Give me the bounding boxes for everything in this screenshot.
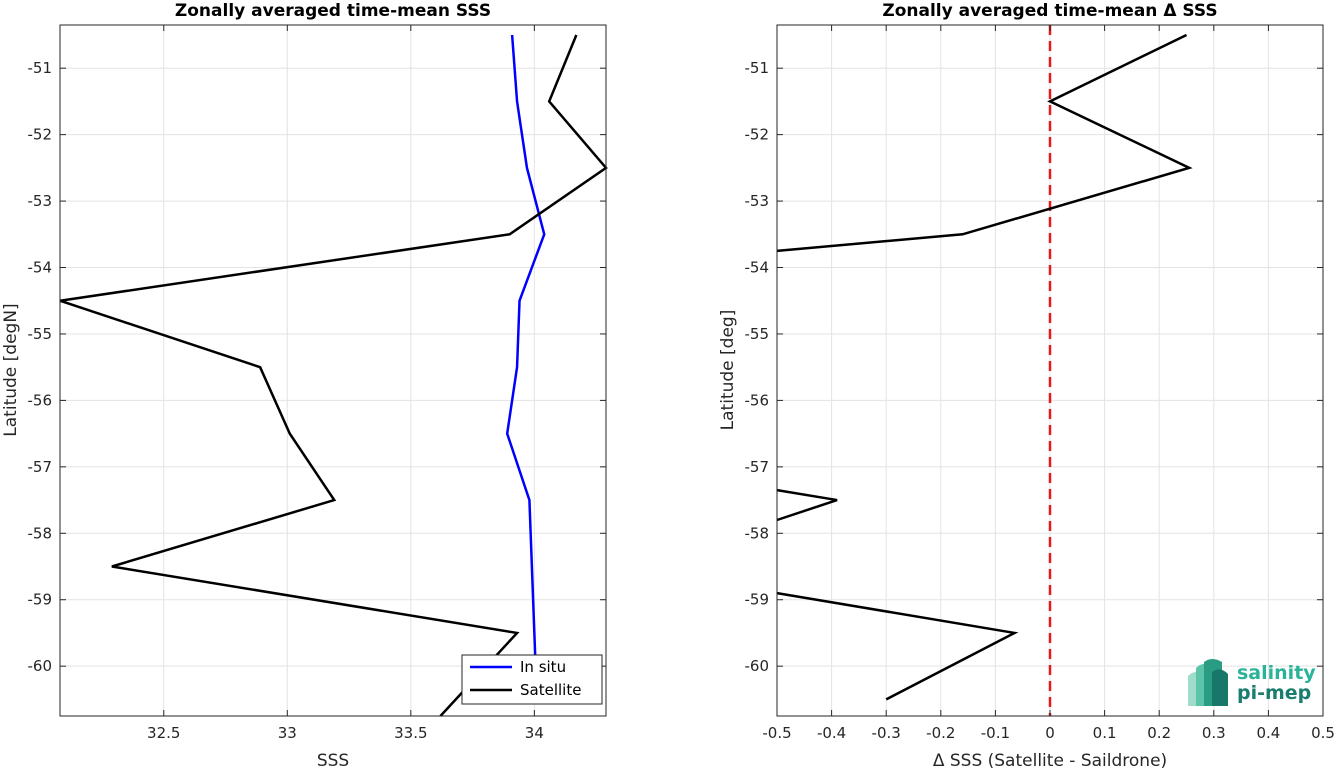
logo-waves-icon <box>1188 659 1228 706</box>
sss-ytick-label: -56 <box>28 391 53 409</box>
sss-ytick-label: -55 <box>28 325 53 343</box>
salinity-pi-mep-logo: salinity pi-mep <box>1188 659 1316 706</box>
sss-ytick-label: -60 <box>28 657 53 675</box>
delta-xtick-label: -0.5 <box>762 724 791 742</box>
delta-series-line-segment-0 <box>776 33 1193 253</box>
sss-ylabel: Latitude [degN] <box>1 303 21 436</box>
sss-xlabel: SSS <box>317 751 349 769</box>
sss-xtick-label: 33 <box>278 724 297 742</box>
delta-ticks: -0.5 -0.4 -0.3 -0.2 -0.1 0 0.1 0.2 0.3 0.4 0.5 -51 -… <box>745 25 1335 742</box>
sss-panel: 32.5 33 33.5 34 -51 -52 -53 -54 -55 -56 -57 -58 -59 -… <box>1 1 608 769</box>
delta-ytick-label: -53 <box>745 192 770 210</box>
sss-axes-box <box>59 24 607 717</box>
delta-xtick-label: 0.5 <box>1311 724 1335 742</box>
sss-ytick-label: -57 <box>28 458 53 476</box>
delta-xtick-label: 0.2 <box>1147 724 1171 742</box>
delta-xtick-label: -0.1 <box>981 724 1010 742</box>
delta-ytick-label: -56 <box>745 391 770 409</box>
delta-ytick-label: -54 <box>745 259 770 277</box>
delta-ylabel: Latitude [deg] <box>718 310 738 431</box>
sss-ytick-label: -51 <box>28 59 53 77</box>
delta-ytick-label: -51 <box>745 59 770 77</box>
delta-xtick-label: 0.1 <box>1093 724 1117 742</box>
sss-ticks: 32.5 33 33.5 34 -51 -52 -53 -54 -55 -56 -57 -58 -59 -… <box>28 25 606 742</box>
sss-ytick-label: -52 <box>28 126 53 144</box>
sss-xtick-label: 32.5 <box>147 724 180 742</box>
delta-series-line-segment-2 <box>776 591 1019 701</box>
delta-ytick-label: -52 <box>745 126 770 144</box>
delta-xlabel: Δ SSS (Satellite - Saildrone) <box>933 751 1167 769</box>
sss-ytick-label: -58 <box>28 524 53 542</box>
sss-xtick-label: 33.5 <box>394 724 427 742</box>
sss-xtick-label: 34 <box>525 724 544 742</box>
legend-box <box>461 654 603 705</box>
legend: In situ Satellite <box>461 654 603 705</box>
delta-ytick-label: -59 <box>745 591 770 609</box>
sss-lines <box>59 34 608 717</box>
delta-series-line-segment-1 <box>776 488 838 522</box>
delta-ytick-label: -57 <box>745 458 770 476</box>
delta-xtick-label: 0.3 <box>1202 724 1226 742</box>
delta-ytick-label: -55 <box>745 325 770 343</box>
logo-line1: salinity <box>1237 662 1316 684</box>
delta-sss-panel: -0.5 -0.4 -0.3 -0.2 -0.1 0 0.1 0.2 0.3 0.4 0.5 -51 -… <box>718 1 1335 769</box>
delta-ytick-label: -60 <box>745 657 770 675</box>
sss-series-line-satellite <box>59 34 608 717</box>
sss-ytick-label: -53 <box>28 192 53 210</box>
logo-line2: pi-mep <box>1237 682 1311 704</box>
delta-xtick-label: -0.3 <box>872 724 901 742</box>
delta-lines <box>776 33 1193 701</box>
sss-series-line-in-situ <box>505 34 546 700</box>
delta-xtick-label: -0.2 <box>926 724 955 742</box>
legend-label-satellite: Satellite <box>520 681 581 699</box>
delta-ytick-label: -58 <box>745 524 770 542</box>
sss-ytick-label: -54 <box>28 259 53 277</box>
delta-title: Zonally averaged time-mean Δ SSS <box>882 1 1217 21</box>
delta-xtick-label: 0 <box>1045 724 1055 742</box>
sss-ytick-label: -59 <box>28 591 53 609</box>
sss-plot-area <box>60 25 606 716</box>
legend-label-in-situ: In situ <box>520 658 566 676</box>
delta-xtick-label: -0.4 <box>817 724 846 742</box>
sss-title: Zonally averaged time-mean SSS <box>175 1 491 21</box>
delta-xtick-label: 0.4 <box>1256 724 1280 742</box>
